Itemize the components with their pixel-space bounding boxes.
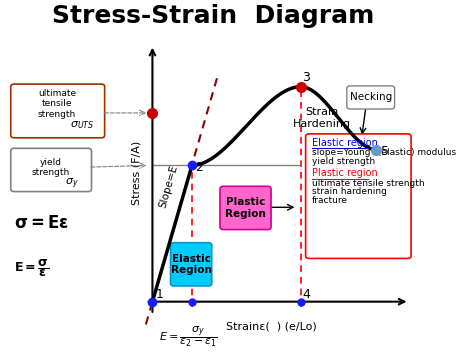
Text: ultimate
tensile
strength: ultimate tensile strength [38,89,76,119]
Text: Strain
Hardening: Strain Hardening [293,107,351,129]
Title: Stress-Strain  Diagram: Stress-Strain Diagram [52,4,374,28]
Text: 1: 1 [156,288,164,301]
Text: Slope=E: Slope=E [157,164,179,209]
FancyBboxPatch shape [220,186,271,230]
Text: Elastic
Region: Elastic Region [171,253,212,275]
FancyBboxPatch shape [11,84,105,138]
Text: Strainε(  ) (e/Lo): Strainε( ) (e/Lo) [226,322,317,332]
FancyBboxPatch shape [347,86,394,109]
Text: Plastic region: Plastic region [312,168,378,178]
Text: 3: 3 [302,71,310,84]
Text: $E = \dfrac{\sigma_y}{\varepsilon_2 - \varepsilon_1}$: $E = \dfrac{\sigma_y}{\varepsilon_2 - \v… [159,325,218,349]
Text: $\mathbf{\sigma = E\varepsilon}$: $\mathbf{\sigma = E\varepsilon}$ [14,214,69,232]
FancyBboxPatch shape [11,148,91,192]
FancyBboxPatch shape [171,243,212,286]
Text: 4: 4 [302,288,310,301]
Text: Fracture: Fracture [347,136,399,146]
FancyBboxPatch shape [306,134,411,258]
Text: Plastic
Region: Plastic Region [225,197,266,219]
Text: Elastic region: Elastic region [312,138,378,148]
Text: yield strength: yield strength [312,157,375,166]
Text: $\sigma_{UTS}$: $\sigma_{UTS}$ [70,119,94,131]
Text: slope=Young’s(elastic) modulus: slope=Young’s(elastic) modulus [312,148,456,157]
Text: $\mathbf{E = \dfrac{\sigma}{\varepsilon}}$: $\mathbf{E = \dfrac{\sigma}{\varepsilon}… [14,257,50,279]
Text: fracture: fracture [312,196,348,205]
Text: yield
strength: yield strength [31,158,69,177]
Text: 5: 5 [382,145,390,158]
Text: strain hardening: strain hardening [312,187,387,196]
Text: ultimate tensile strength: ultimate tensile strength [312,179,425,187]
Text: Necking: Necking [350,92,392,103]
Text: 2: 2 [195,160,203,174]
Text: Stress (F/A): Stress (F/A) [132,141,142,205]
Text: $\sigma_y$: $\sigma_y$ [65,177,79,191]
